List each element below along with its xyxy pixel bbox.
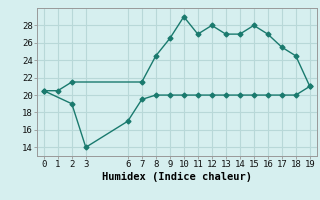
X-axis label: Humidex (Indice chaleur): Humidex (Indice chaleur) — [102, 172, 252, 182]
